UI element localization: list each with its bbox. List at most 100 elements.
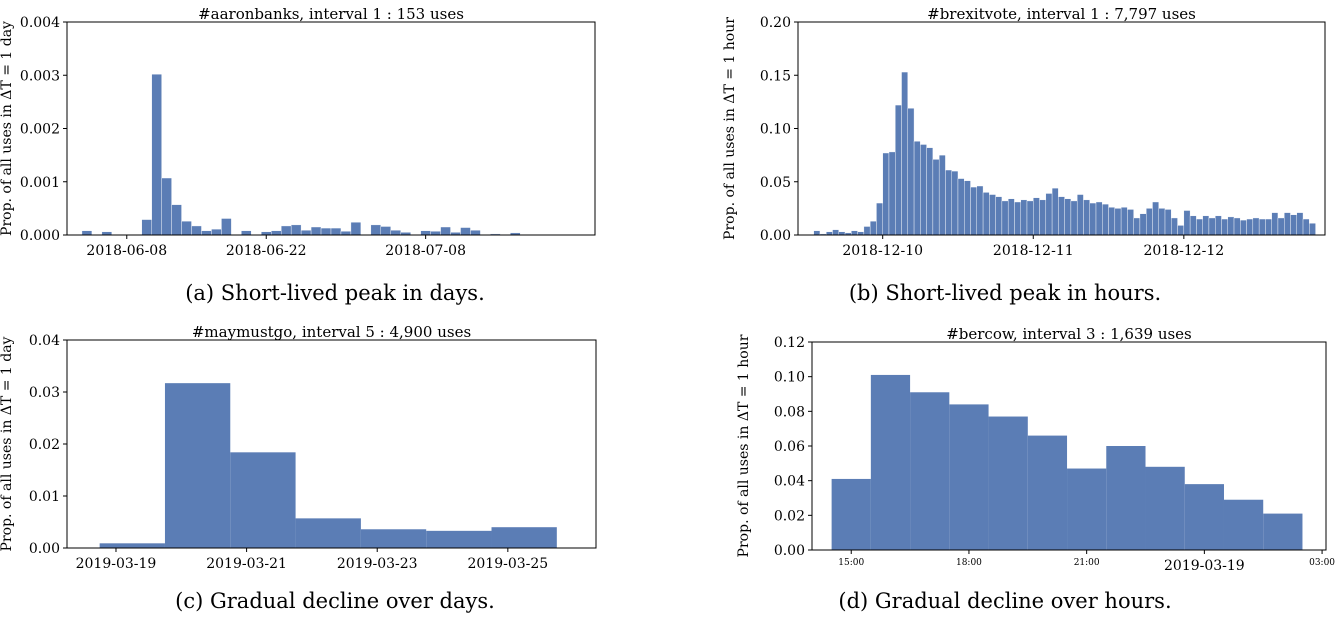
bar bbox=[1290, 214, 1297, 236]
bar bbox=[1189, 215, 1197, 236]
bar bbox=[1089, 202, 1097, 236]
chart-panel-c: 0.00 0.01 0.02 0.03 0.04 2019-03-19 2019-03-21… bbox=[0, 310, 670, 620]
y-tick-label: 0.00 bbox=[774, 543, 805, 559]
bar bbox=[988, 416, 1028, 550]
bar bbox=[1284, 212, 1291, 236]
x-axis-a: 2018-06-08 2018-06-22 2018-07-08 bbox=[86, 235, 466, 259]
bar bbox=[211, 228, 222, 236]
bar bbox=[360, 529, 427, 548]
x-tick-label: 21:00 bbox=[1074, 558, 1100, 568]
bar bbox=[1177, 225, 1185, 236]
bar bbox=[81, 230, 93, 236]
y-tick-label: 0.15 bbox=[760, 68, 791, 84]
bar bbox=[951, 170, 959, 236]
bar bbox=[171, 204, 182, 236]
bar bbox=[151, 73, 162, 236]
y-tick-label: 0.02 bbox=[29, 437, 60, 453]
y-tick-label: 0.04 bbox=[774, 474, 805, 490]
bar bbox=[926, 147, 934, 236]
bar bbox=[191, 225, 202, 236]
bar bbox=[1223, 499, 1264, 550]
bar bbox=[1095, 201, 1103, 236]
bar bbox=[1114, 208, 1122, 236]
x-tick-label: 2018-12-10 bbox=[842, 243, 923, 259]
bar bbox=[910, 392, 950, 550]
y-axis-label-c: Prop. of all uses in ΔT = 1 day bbox=[0, 336, 15, 551]
bar bbox=[221, 218, 232, 236]
bar bbox=[976, 185, 984, 236]
bar bbox=[430, 231, 441, 236]
bar bbox=[870, 374, 911, 550]
bar bbox=[1067, 468, 1107, 550]
bar bbox=[280, 225, 292, 236]
x-tick-label: 2019-03-21 bbox=[206, 556, 287, 572]
bar bbox=[230, 452, 296, 548]
x-tick-label: 2019-03-25 bbox=[467, 556, 548, 572]
x-tick-label: 03:00 bbox=[1309, 558, 1335, 568]
bar bbox=[1183, 210, 1191, 236]
x-tick-label: 2018-06-08 bbox=[86, 243, 167, 259]
bar bbox=[863, 226, 871, 236]
x-tick-label: 2019-03-19 bbox=[76, 556, 157, 572]
x-tick-label: 2019-03-23 bbox=[337, 556, 418, 572]
y-axis-a: 0.000 0.001 0.002 0.003 0.004 bbox=[20, 15, 67, 244]
bar bbox=[1277, 217, 1285, 236]
chart-title-a: #aaronbanks, interval 1 : 153 uses bbox=[198, 5, 464, 23]
bar bbox=[295, 518, 361, 548]
y-tick-label: 0.004 bbox=[20, 15, 60, 31]
y-tick-label: 0.02 bbox=[774, 508, 805, 524]
bar bbox=[1045, 193, 1053, 236]
x-tick-label: 2018-12-11 bbox=[993, 243, 1074, 259]
y-tick-label: 0.08 bbox=[774, 404, 805, 420]
chart-title-b: #brexitvote, interval 1 : 7,797 uses bbox=[927, 5, 1196, 23]
bar bbox=[310, 226, 322, 236]
y-tick-label: 0.20 bbox=[760, 15, 791, 31]
bar bbox=[907, 108, 915, 236]
bar bbox=[300, 230, 312, 236]
chart-svg-d: 0.00 0.02 0.04 0.06 0.08 0.10 0.12 15:00 18:00 21… bbox=[736, 325, 1335, 574]
y-axis-d: 0.00 0.02 0.04 0.06 0.08 0.10 0.12 bbox=[774, 335, 812, 559]
bar bbox=[1208, 217, 1216, 236]
bar bbox=[1171, 217, 1178, 236]
caption-a: (a) Short-lived peak in days. bbox=[185, 281, 485, 305]
bar bbox=[426, 530, 492, 548]
bar bbox=[1139, 213, 1147, 236]
x-axis-c: 2019-03-19 2019-03-21 2019-03-23 2019-03-25 bbox=[76, 548, 548, 572]
bar bbox=[330, 227, 342, 236]
bar bbox=[1221, 218, 1228, 236]
bar bbox=[1184, 484, 1224, 550]
y-tick-label: 0.00 bbox=[29, 541, 60, 557]
bar bbox=[920, 144, 927, 236]
bar bbox=[1020, 199, 1028, 236]
bar bbox=[1076, 194, 1084, 236]
bar bbox=[99, 543, 165, 548]
bar bbox=[1164, 209, 1172, 236]
y-tick-label: 0.00 bbox=[760, 228, 791, 244]
bar bbox=[1196, 218, 1203, 236]
y-tick-label: 0.003 bbox=[20, 68, 60, 84]
chart-panel-b: 0.00 0.05 0.10 0.15 0.20 2018-12-10 2018-12-11… bbox=[670, 0, 1340, 310]
bar bbox=[161, 177, 172, 236]
y-tick-label: 0.01 bbox=[29, 489, 60, 505]
y-tick-label: 0.000 bbox=[20, 228, 60, 244]
bar bbox=[491, 527, 557, 548]
x-tick-label: 2019-03-19 bbox=[1164, 558, 1245, 574]
bar bbox=[1240, 219, 1247, 236]
bar bbox=[1146, 208, 1153, 236]
bar bbox=[913, 141, 921, 236]
bar bbox=[1133, 217, 1141, 236]
caption-c: (c) Gradual decline over days. bbox=[175, 589, 495, 613]
bar bbox=[1007, 198, 1015, 236]
y-axis-label-a: Prop. of all uses in ΔT = 1 day bbox=[0, 21, 15, 236]
bar bbox=[1001, 200, 1009, 236]
chart-svg-b: 0.00 0.05 0.10 0.15 0.20 2018-12-10 2018-12-11… bbox=[722, 5, 1326, 259]
bar bbox=[181, 220, 192, 236]
bar bbox=[1026, 200, 1034, 236]
bar bbox=[420, 230, 431, 236]
bars-b bbox=[813, 71, 1316, 236]
bar bbox=[1083, 199, 1090, 236]
bar bbox=[1202, 215, 1210, 236]
bar bbox=[938, 154, 946, 236]
y-axis-b: 0.00 0.05 0.10 0.15 0.20 bbox=[760, 15, 798, 244]
y-tick-label: 0.03 bbox=[29, 385, 60, 401]
